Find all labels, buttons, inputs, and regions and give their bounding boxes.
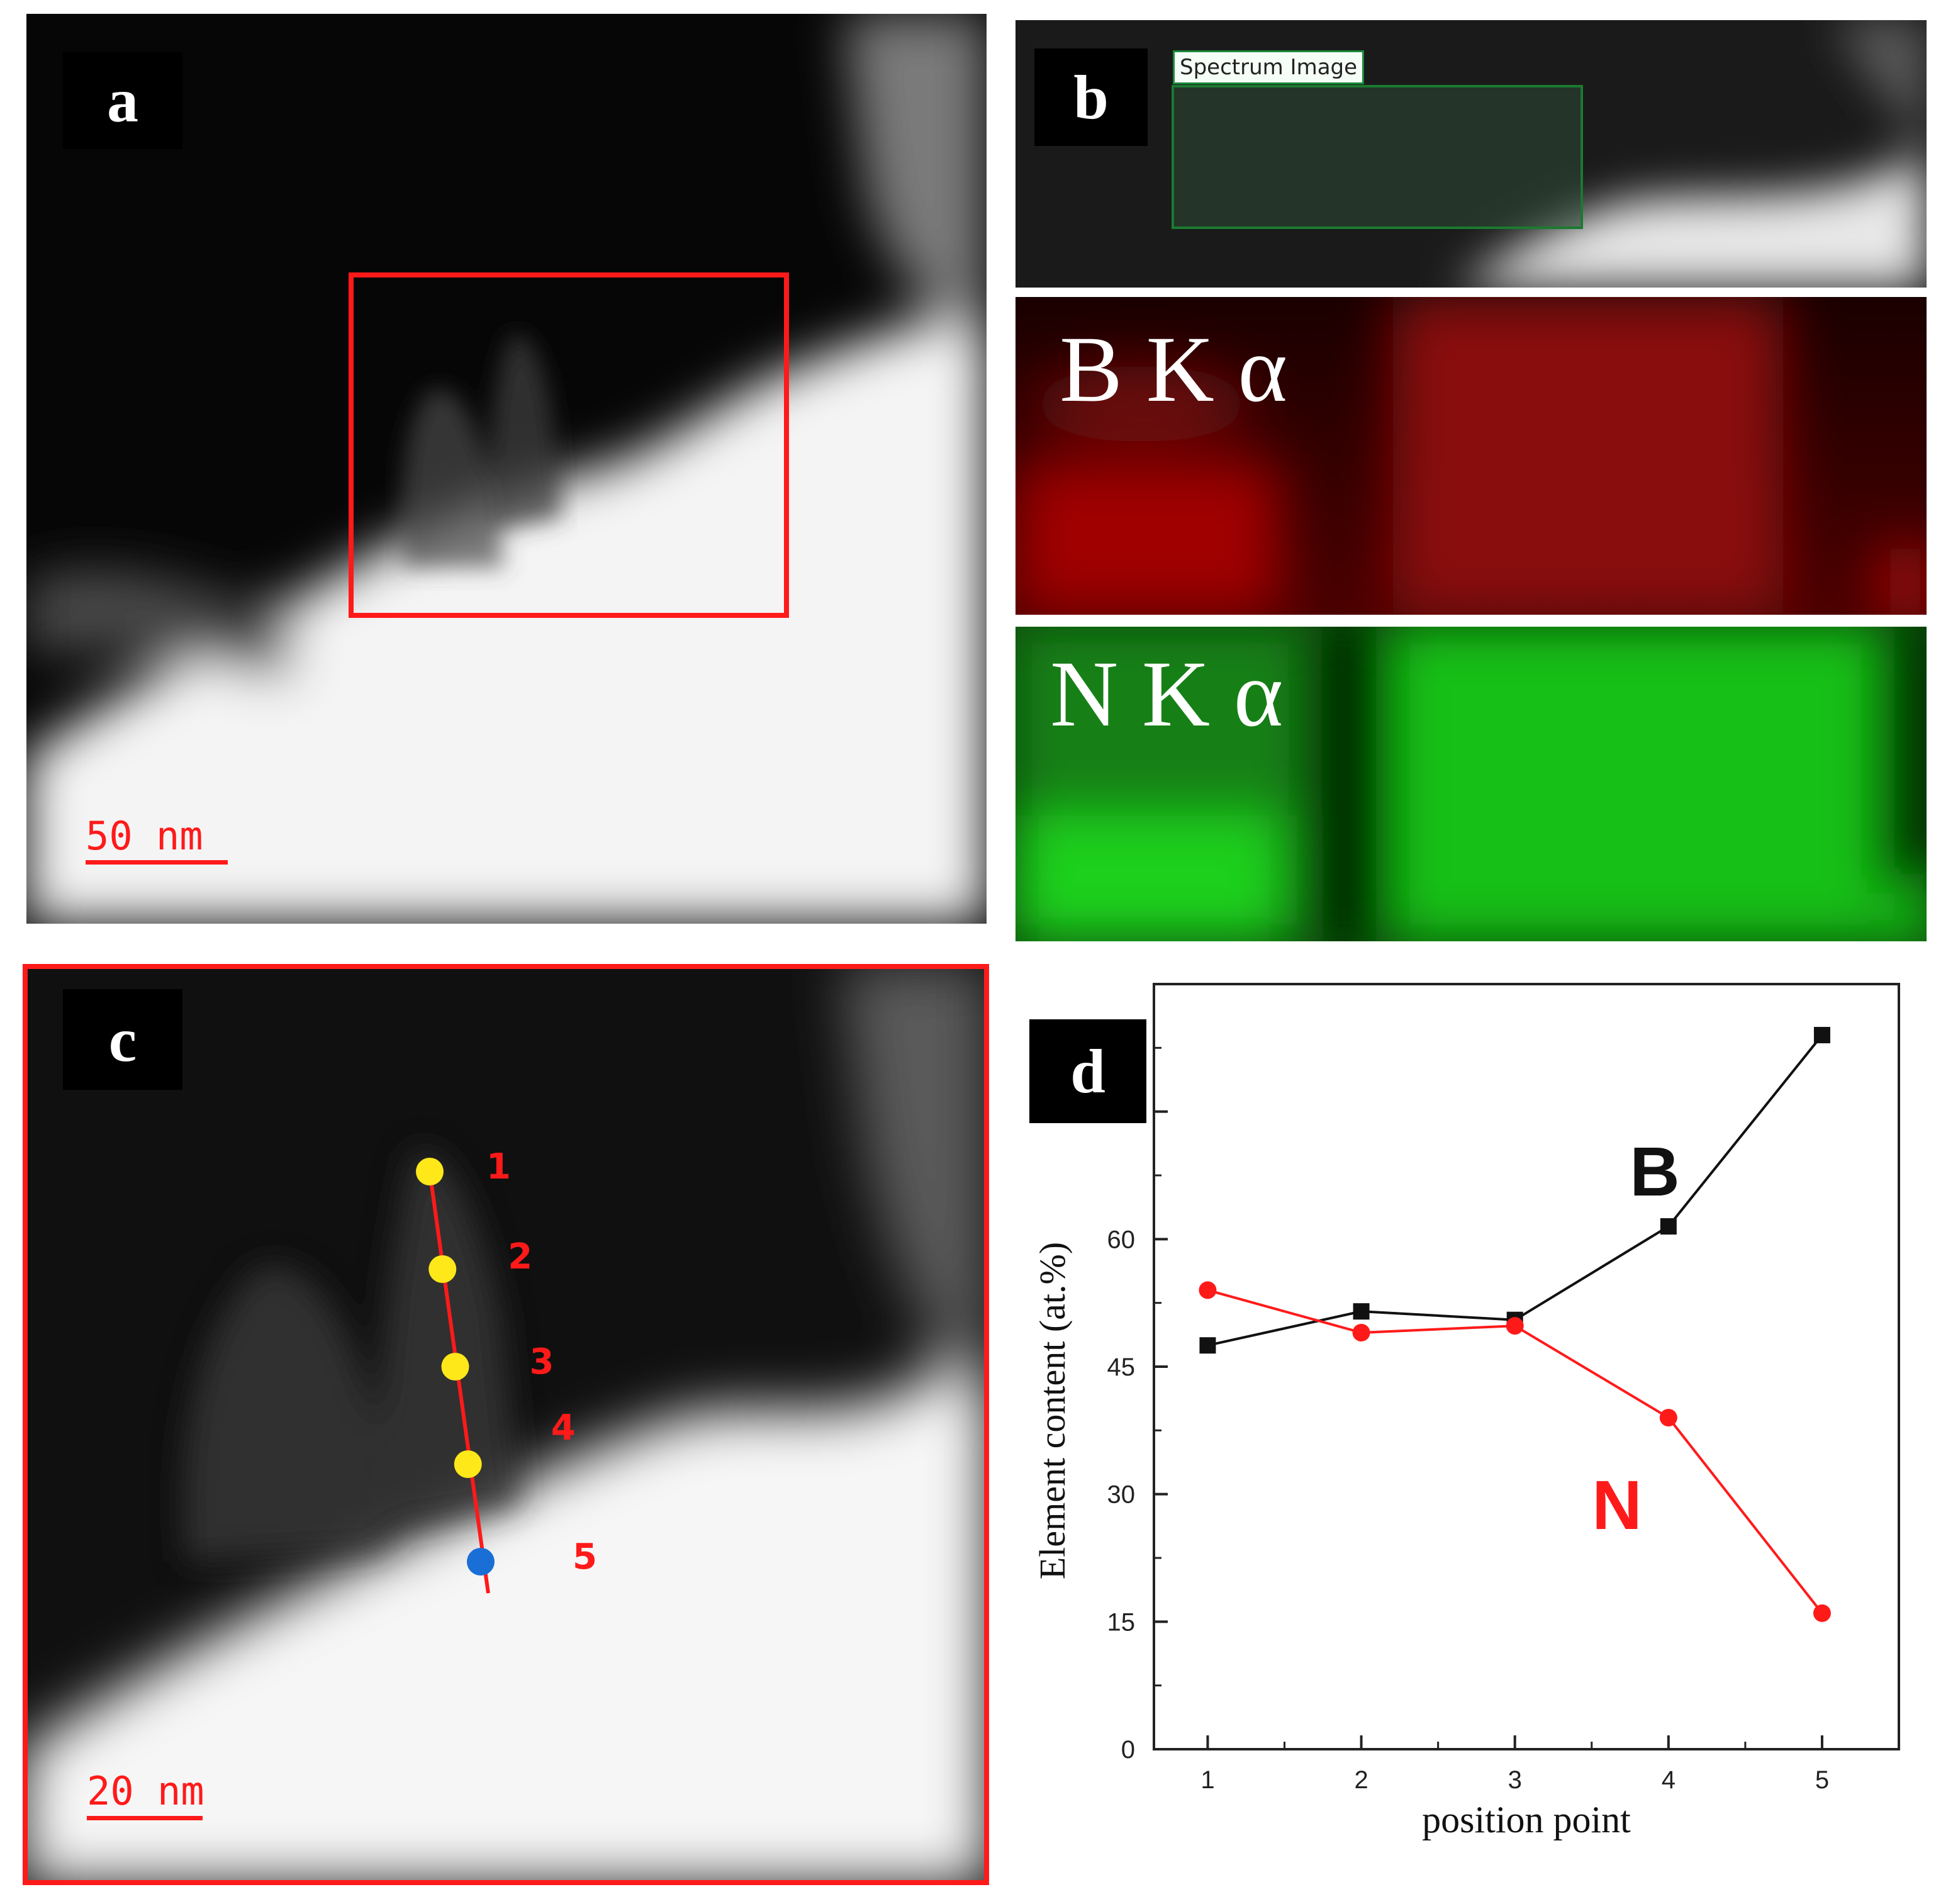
series-label-N: N — [1592, 1467, 1642, 1544]
panel-b-boron-map: B K α — [1016, 297, 1927, 615]
data-point-N — [1659, 1409, 1677, 1427]
data-point-N — [1813, 1604, 1831, 1622]
series-line-N — [1207, 1289, 1823, 1615]
data-point-B — [1353, 1303, 1370, 1320]
panel-d-tag: d — [1029, 1019, 1146, 1123]
data-point-B — [1660, 1218, 1677, 1235]
y-axis-label: Element content (at.%) — [1032, 1242, 1073, 1579]
y-tick-label: 45 — [1107, 1353, 1136, 1381]
plot-frame — [1153, 983, 1900, 1750]
panel-a-scale-bar — [86, 860, 228, 865]
panel-b-spectrum-strip: b Spectrum Image — [1016, 20, 1927, 288]
panel-a-tag: a — [63, 52, 182, 149]
line-profile — [428, 1171, 490, 1594]
position-point-label: 3 — [529, 1341, 554, 1382]
data-point-N — [1506, 1317, 1524, 1335]
position-point-marker — [454, 1450, 482, 1478]
position-point-label: 1 — [486, 1146, 511, 1187]
position-point-label: 5 — [573, 1537, 597, 1577]
panel-a: a 50 nm — [26, 14, 987, 924]
position-point-marker — [441, 1353, 469, 1380]
x-tick-label: 1 — [1200, 1766, 1214, 1794]
boron-map-label: B K α — [1060, 317, 1287, 422]
position-point-marker — [416, 1158, 444, 1185]
panel-a-image — [26, 14, 987, 924]
x-tick-label: 5 — [1815, 1766, 1829, 1794]
y-tick-label: 15 — [1107, 1608, 1136, 1636]
y-tick-label: 60 — [1107, 1226, 1136, 1253]
panel-a-scale-text: 50 nm — [86, 813, 203, 859]
position-point-marker — [467, 1548, 495, 1576]
panel-c-tag: c — [63, 989, 182, 1090]
y-tick-label: 30 — [1107, 1481, 1136, 1509]
x-axis-label: position point — [1422, 1799, 1631, 1840]
panel-c: c 1 2 3 4 5 20 nm — [23, 964, 989, 1885]
position-point-label: 4 — [551, 1408, 576, 1448]
panel-c-scale-bar — [87, 1816, 203, 1820]
y-tick-label: 0 — [1121, 1736, 1135, 1764]
series-label-B: B — [1630, 1133, 1679, 1211]
panel-c-image — [23, 964, 989, 1885]
boron-map-image — [1016, 297, 1927, 615]
x-tick-label: 3 — [1508, 1766, 1522, 1794]
data-point-N — [1199, 1281, 1217, 1299]
nitrogen-map-image — [1016, 627, 1927, 941]
series-line-B — [1207, 1034, 1823, 1347]
position-point-label: 2 — [508, 1236, 533, 1277]
spectrum-image-label: Spectrum Image — [1173, 50, 1365, 84]
spectrum-region-box — [1172, 85, 1583, 229]
panel-b-tag: b — [1034, 48, 1148, 146]
panel-c-scale-text: 20 nm — [87, 1768, 204, 1814]
x-tick-label: 2 — [1354, 1766, 1368, 1794]
data-point-B — [1199, 1337, 1216, 1354]
zoom-region-box — [349, 272, 789, 618]
data-point-B — [1813, 1027, 1830, 1044]
nitrogen-map-label: N K α — [1050, 642, 1284, 746]
panel-c-border — [23, 964, 989, 1885]
panel-b-spectrum-background — [1016, 20, 1927, 288]
data-point-N — [1352, 1323, 1370, 1341]
panel-b-nitrogen-map: N K α — [1016, 627, 1927, 941]
position-point-marker — [428, 1255, 457, 1283]
x-tick-label: 4 — [1662, 1766, 1676, 1794]
